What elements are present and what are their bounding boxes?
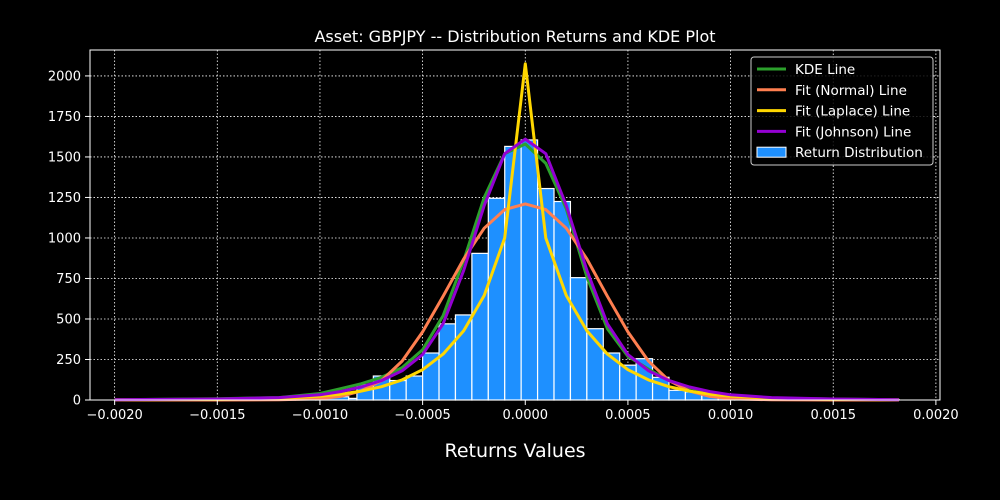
fit-lines [114,62,899,402]
series-line-fit-johnson-line [114,137,899,402]
x-axis-ticks: −0.0020 −0.0015 −0.0010 −0.0005 0.0000 0.0005… [86,400,959,423]
histogram-bar-11 [405,375,424,401]
legend-label-4: Return Distribution [795,145,923,161]
plot-frame [89,49,941,401]
y-tick-label-4: 1000 [48,231,81,246]
histogram-bar-18 [520,139,539,401]
x-tick-label-5: 0.0005 [605,408,651,423]
x-axis-label: Returns Values [444,440,585,462]
legend-label-1: Fit (Normal) Line [795,83,907,99]
y-tick-label-7: 1750 [48,110,81,125]
x-tick-label-6: 0.0010 [708,408,754,423]
x-tick-label-1: −0.0015 [189,408,245,423]
y-tick-label-0: 0 [73,394,81,409]
histogram-bar-14 [454,314,473,401]
x-tick-label-3: −0.0005 [394,408,450,423]
y-tick-label-2: 500 [56,312,81,327]
histogram-bar-21 [569,277,588,401]
x-tick-label-2: −0.0010 [292,408,348,423]
y-tick-label-8: 2000 [48,69,81,84]
legend-label-3: Fit (Johnson) Line [795,124,911,140]
histogram-bar-19 [536,187,555,401]
x-tick-label-8: 0.0020 [913,408,959,423]
x-tick-label-4: 0.0000 [503,408,549,423]
legend-label-0: KDE Line [795,62,855,78]
chart-title: Asset: GBPJPY -- Distribution Returns an… [314,27,715,46]
histogram-bar-16 [487,197,506,401]
y-tick-label-3: 750 [56,272,81,287]
legend-label-2: Fit (Laplace) Line [795,104,910,120]
legend: KDE Line Fit (Normal) Line Fit (Laplace) L… [750,56,934,166]
histogram-bar-27 [668,389,687,401]
x-tick-label-0: −0.0020 [86,408,142,423]
series-line-fit-laplace-line [114,62,899,402]
x-tick-label-7: 0.0015 [810,408,856,423]
legend-box [750,56,934,166]
y-axis-ticks: 0 250 500 750 1000 1250 1500 1750 2000 [48,69,90,409]
legend-swatch-4 [756,146,787,158]
histogram-bar-13 [438,323,457,401]
y-tick-label-5: 1250 [48,191,81,206]
histogram-bar-15 [471,252,489,401]
histogram-bar-17 [504,145,522,401]
y-tick-label-1: 250 [56,353,81,368]
y-tick-label-6: 1500 [48,150,81,165]
